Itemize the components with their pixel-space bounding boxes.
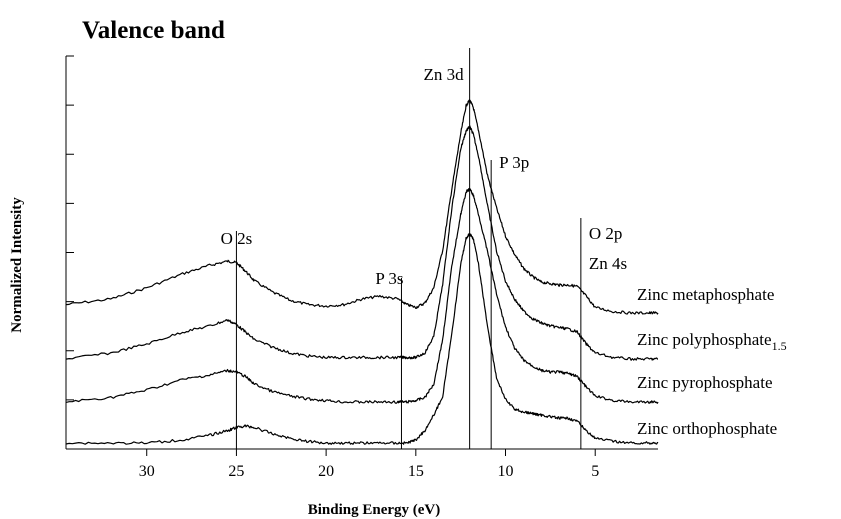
series-label: Zinc polyphosphate1.5: [637, 330, 787, 353]
series-label: Zinc pyrophosphate: [637, 373, 773, 392]
x-tick-label: 30: [139, 463, 155, 480]
series-line: [65, 233, 659, 445]
peak-annotation: O 2p: [589, 224, 623, 243]
peak-annotation: Zn 4s: [589, 254, 627, 273]
peak-annotation: O 2s: [221, 229, 253, 248]
peak-annotation: P 3s: [375, 269, 403, 288]
peak-marker-lines: [235, 48, 582, 449]
x-tick-label: 20: [318, 463, 334, 480]
chart-title: Valence band: [82, 17, 225, 44]
y-axis-title: Normalized Intensity: [9, 197, 25, 333]
peak-annotation: P 3p: [499, 153, 529, 172]
x-tick-label: 10: [498, 463, 514, 480]
series-line: [65, 99, 659, 315]
y-ticks: [66, 55, 74, 450]
peak-annotation: Zn 3d: [423, 65, 464, 84]
x-axis-title: Binding Energy (eV): [308, 502, 441, 518]
peak-annotations: O 2s P 3s Zn 3d P 3p O 2p Zn 4s: [221, 65, 628, 288]
spectrum-curves: [65, 99, 659, 445]
x-tick-label: 15: [408, 463, 424, 480]
x-ticks: 30 25 20 15 10 5: [139, 449, 599, 480]
series-labels: Zinc metaphosphate Zinc polyphosphate1.5 Z…: [637, 285, 787, 438]
x-tick-label: 5: [591, 463, 599, 480]
series-line: [65, 187, 659, 404]
series-label: Zinc metaphosphate: [637, 285, 774, 304]
x-tick-label: 25: [228, 463, 244, 480]
series-label: Zinc orthophosphate: [637, 419, 777, 438]
series-line: [65, 125, 658, 361]
